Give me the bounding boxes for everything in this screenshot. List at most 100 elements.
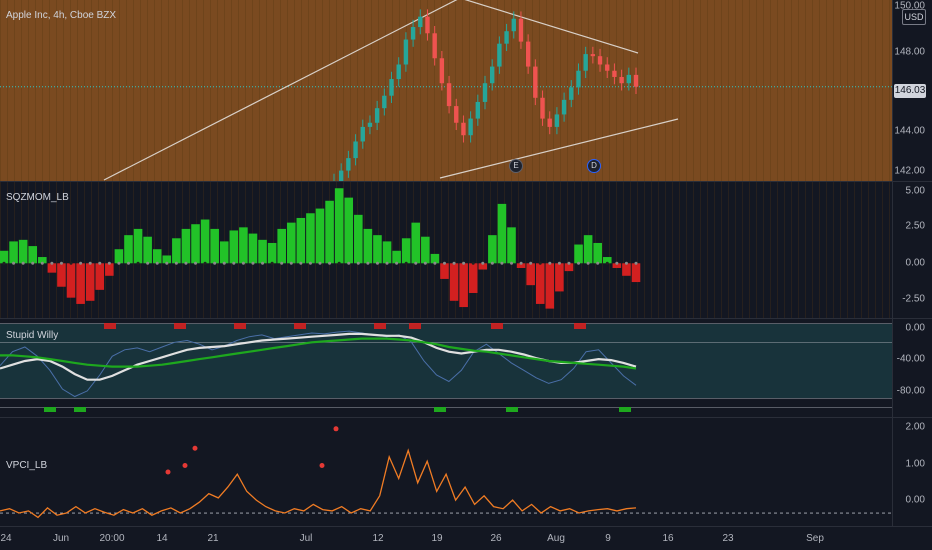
- band-stripe: [854, 0, 855, 181]
- band-stripe: [364, 0, 365, 181]
- squeeze-dot: [117, 261, 121, 265]
- sqzmom-chart[interactable]: [0, 182, 892, 318]
- band-stripe: [140, 0, 141, 181]
- pane-separator[interactable]: [0, 181, 932, 182]
- band-stripe: [847, 182, 848, 318]
- squeeze-dot: [481, 261, 485, 265]
- momentum-bar: [478, 263, 488, 270]
- momentum-bar: [564, 263, 574, 272]
- band-stripe: [49, 0, 50, 181]
- band-stripe: [770, 182, 771, 318]
- price-chart[interactable]: [0, 0, 892, 181]
- band-stripe: [819, 182, 820, 318]
- band-stripe: [868, 182, 869, 318]
- band-stripe: [602, 0, 603, 181]
- band-stripe: [63, 0, 64, 181]
- sqzmom-tick: 2.50: [905, 220, 925, 232]
- earnings-event-icon[interactable]: E: [509, 159, 523, 173]
- band-stripe: [679, 0, 680, 181]
- band-stripe: [868, 0, 869, 181]
- band-stripe: [651, 182, 652, 318]
- band-stripe: [567, 182, 568, 318]
- momentum-bar: [152, 249, 162, 264]
- momentum-bar: [133, 228, 143, 264]
- band-stripe: [833, 0, 834, 181]
- band-stripe: [112, 0, 113, 181]
- band-stripe: [553, 182, 554, 318]
- willy-axis[interactable]: 0.00 -40.00 -80.00: [892, 319, 932, 417]
- band-stripe: [770, 0, 771, 181]
- momentum-bar: [488, 235, 497, 264]
- momentum-bar: [0, 250, 9, 264]
- squeeze-dot: [270, 261, 274, 265]
- band-stripe: [875, 0, 876, 181]
- time-axis[interactable]: 24 Jun 20:00 14 21 Jul 12 19 26 Aug 9 16…: [0, 527, 932, 550]
- willy-chart[interactable]: [0, 319, 892, 417]
- squeeze-dot: [385, 261, 389, 265]
- band-stripe: [763, 0, 764, 181]
- vpci-signal-dot: [165, 469, 171, 475]
- band-stripe: [420, 0, 421, 181]
- band-stripe: [483, 182, 484, 318]
- band-stripe: [686, 182, 687, 318]
- band-stripe: [175, 0, 176, 181]
- candle-body: [633, 74, 639, 87]
- sqzmom-axis[interactable]: 5.00 2.50 0.00 -2.50: [892, 182, 932, 318]
- band-stripe: [168, 182, 169, 318]
- band-stripe: [497, 182, 498, 318]
- candle-body: [612, 70, 617, 77]
- momentum-bar: [267, 242, 277, 264]
- band-stripe: [455, 182, 456, 318]
- band-stripe: [721, 0, 722, 181]
- candle-body: [396, 64, 401, 80]
- band-stripe: [532, 0, 533, 181]
- band-stripe: [91, 0, 92, 181]
- symbol-title: Apple Inc, 4h, Cboe BZX: [6, 10, 117, 21]
- band-stripe: [490, 0, 491, 181]
- band-stripe: [77, 182, 78, 318]
- candle-body: [418, 16, 423, 28]
- pane-separator[interactable]: [0, 318, 932, 319]
- price-tick: 148.00: [894, 46, 925, 58]
- band-stripe: [784, 182, 785, 318]
- candle-body: [547, 118, 552, 127]
- pane-separator[interactable]: [0, 417, 932, 418]
- momentum-bar: [191, 224, 200, 264]
- time-tick: Sep: [806, 533, 824, 544]
- time-tick: 23: [722, 533, 734, 544]
- candle-body: [461, 122, 466, 136]
- band-stripe: [322, 0, 323, 181]
- sqzmom-title: SQZMOM_LB: [6, 192, 69, 203]
- band-stripe: [728, 182, 729, 318]
- band-stripe: [805, 0, 806, 181]
- candle-body: [518, 18, 524, 42]
- momentum-bar: [105, 263, 114, 276]
- band-stripe: [861, 182, 862, 318]
- band-stripe: [672, 182, 673, 318]
- price-pane[interactable]: [0, 0, 892, 181]
- squeeze-dot: [31, 261, 35, 265]
- vpci-axis[interactable]: 2.00 1.00 0.00: [892, 418, 932, 526]
- band-stripe: [539, 0, 540, 181]
- band-stripe: [707, 0, 708, 181]
- squeeze-dot: [605, 261, 609, 265]
- momentum-bar: [239, 227, 248, 264]
- oversold-marker: [44, 407, 56, 412]
- momentum-bar: [181, 228, 191, 264]
- squeeze-dot: [423, 261, 427, 265]
- band-stripe: [98, 182, 99, 318]
- band-stripe: [777, 182, 778, 318]
- squeeze-dot: [442, 261, 446, 265]
- band-stripe: [700, 0, 701, 181]
- band-stripe: [623, 0, 624, 181]
- band-stripe: [56, 0, 57, 181]
- oversold-marker: [619, 407, 631, 412]
- vpci-chart[interactable]: [0, 418, 892, 526]
- band-stripe: [308, 0, 309, 181]
- band-stripe: [224, 0, 225, 181]
- squeeze-dot: [586, 261, 590, 265]
- momentum-bar: [526, 263, 535, 286]
- currency-badge[interactable]: USD: [902, 9, 926, 25]
- dividend-event-icon[interactable]: D: [587, 159, 601, 173]
